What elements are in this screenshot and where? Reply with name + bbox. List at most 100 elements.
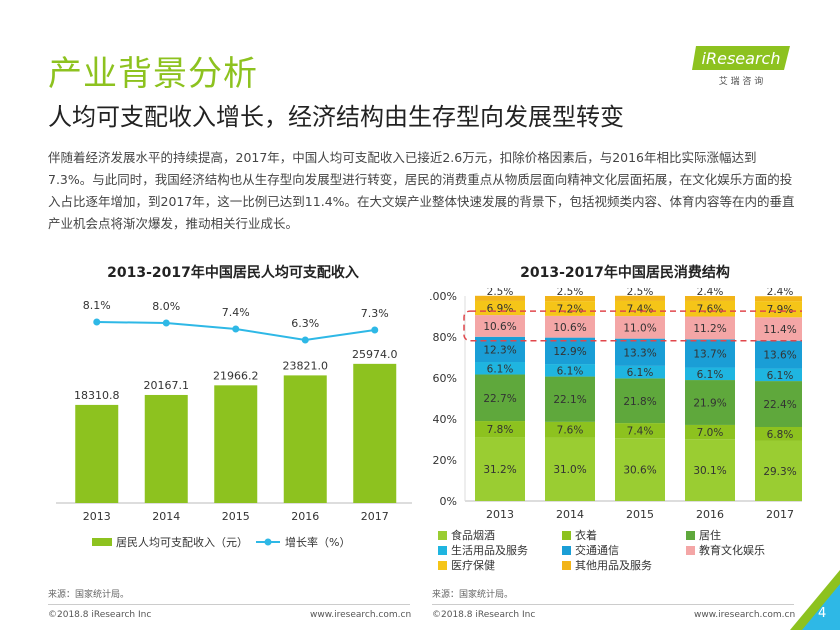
income-bar-label: 25974.0 — [352, 348, 398, 361]
stack-segment-label: 6.9% — [487, 303, 514, 315]
stack-segment-6 — [685, 316, 735, 340]
consumption-chart: 0% 20% 40% 60% 80% 100% 31.2% 7.8% 22.7% 6.1% 12.3… — [430, 288, 802, 521]
stack-segment-4 — [615, 365, 665, 379]
stack-segment-label: 13.3% — [623, 347, 656, 359]
x-tick-label: 2013 — [486, 508, 514, 521]
stack-segment-4 — [685, 367, 735, 381]
stack-segment-1 — [685, 439, 735, 501]
stack-segment-3 — [615, 378, 665, 424]
copyright-right: ©2018.8 iResearch Inc — [432, 610, 536, 620]
x-tick-label: 2017 — [361, 510, 389, 523]
stack-segment-5 — [615, 338, 665, 366]
stack-segment-label: 7.4% — [627, 304, 654, 316]
growth-rate-label: 7.4% — [222, 306, 250, 319]
stack-segment-8 — [685, 296, 735, 301]
stack-segment-7 — [615, 300, 665, 317]
legend-swatch — [562, 530, 571, 540]
stack-segment-4 — [545, 364, 595, 377]
stack-segment-label: 7.0% — [697, 427, 724, 439]
stack-segment-label: 31.2% — [483, 464, 516, 476]
stack-segment-label: 21.8% — [623, 396, 656, 408]
stack-segment-label: 2.5% — [557, 288, 584, 298]
legend-swatch-income — [92, 538, 112, 546]
stack-segment-6 — [615, 316, 665, 339]
legend-item: 衣着 — [562, 527, 597, 543]
footer-divider-right — [432, 604, 794, 605]
income-chart-title: 2013-2017年中国居民人均可支配收入 — [107, 265, 359, 281]
stack-segment-7 — [755, 301, 802, 318]
stack-segment-5 — [755, 340, 802, 369]
stack-segment-7 — [685, 300, 735, 317]
x-tick-label: 2016 — [696, 508, 724, 521]
corner-triangle-blue — [802, 584, 840, 630]
legend-label: 居住 — [699, 529, 721, 542]
y-tick-label: 100% — [430, 290, 457, 303]
stack-segment-3 — [755, 381, 802, 427]
stack-segment-8 — [755, 296, 802, 302]
legend-label-income: 居民人均可支配收入（元） — [116, 535, 248, 549]
legend-label: 生活用品及服务 — [451, 544, 528, 557]
stack-segment-2 — [685, 424, 735, 440]
legend-swatch — [438, 560, 447, 570]
stack-segment-label: 2.5% — [627, 288, 654, 298]
page-title: 产业背景分析 — [48, 54, 258, 94]
legend-swatch — [686, 545, 695, 555]
website-link-right[interactable]: www.iresearch.com.cn — [694, 610, 796, 620]
website-link-left[interactable]: www.iresearch.com.cn — [310, 610, 412, 620]
legend-label: 医疗保健 — [451, 559, 495, 572]
legend-item: 其他用品及服务 — [562, 557, 652, 573]
stack-segment-label: 10.6% — [483, 321, 516, 333]
x-tick-label: 2015 — [626, 508, 654, 521]
x-tick-label: 2014 — [152, 510, 180, 523]
stack-segment-8 — [615, 295, 665, 301]
source-note-right: 来源：国家统计局。 — [432, 590, 514, 600]
logo-subtext: 艾 瑞 咨 询 — [719, 75, 764, 87]
stack-segment-3 — [545, 376, 595, 422]
legend-label: 食品烟酒 — [451, 529, 495, 542]
copyright-left: ©2018.8 iResearch Inc — [48, 610, 152, 620]
legend-swatch — [438, 545, 447, 555]
stack-segment-label: 10.6% — [553, 322, 586, 334]
legend-swatch — [562, 545, 571, 555]
stack-segment-label: 6.1% — [487, 363, 514, 375]
stack-segment-label: 6.1% — [627, 367, 654, 379]
stack-segment-label: 6.1% — [557, 365, 584, 377]
legend-label: 教育文化娱乐 — [699, 544, 765, 557]
legend-swatch — [686, 530, 695, 540]
stack-segment-1 — [475, 437, 525, 501]
stack-segment-8 — [475, 295, 525, 301]
legend-swatch-growth-point — [264, 538, 272, 546]
legend-label: 交通通信 — [575, 544, 619, 557]
iresearch-logo: iResearch 艾 瑞 咨 询 — [692, 46, 792, 90]
stack-segment-6 — [475, 315, 525, 337]
stack-segment-label: 22.4% — [763, 399, 796, 411]
legend-item: 居住 — [686, 527, 721, 543]
stack-segment-2 — [475, 421, 525, 438]
stack-segment-6 — [755, 317, 802, 341]
legend-item: 食品烟酒 — [438, 527, 495, 543]
income-bar-label: 18310.8 — [74, 389, 120, 402]
income-bar-label: 21966.2 — [213, 369, 259, 382]
growth-rate-label: 7.3% — [361, 307, 389, 320]
x-tick-label: 2015 — [222, 510, 250, 523]
stack-segment-label: 7.6% — [557, 425, 584, 437]
stack-segment-label: 7.9% — [767, 304, 794, 316]
stack-segment-5 — [545, 337, 595, 365]
growth-rate-label: 8.0% — [152, 300, 180, 313]
logo-graphic: iResearch 艾 瑞 咨 询 — [692, 46, 790, 87]
legend-item: 医疗保健 — [438, 557, 495, 573]
income-bar — [283, 375, 327, 503]
income-chart: 18310.8 2013 8.1% 20167.1 2014 8.0% 21966.2 201… — [56, 299, 412, 549]
y-tick-label: 20% — [433, 454, 457, 467]
stack-segment-label: 12.3% — [483, 344, 516, 356]
stack-segment-label: 11.4% — [763, 324, 796, 336]
stack-segment-1 — [615, 438, 665, 501]
legend-label-growth: 增长率（%） — [285, 535, 350, 549]
highlight-dashed-box — [463, 310, 802, 342]
stack-segment-label: 2.5% — [487, 288, 514, 298]
stack-segment-label: 11.2% — [693, 323, 726, 335]
stack-segment-8 — [545, 296, 595, 302]
stack-segment-label: 30.6% — [623, 465, 656, 477]
consumption-legend: 食品烟酒 衣着 居住生活用品及服务 交通通信 教育文化娱乐医疗保健 其他用品及服务 — [438, 527, 808, 573]
logo-text: iResearch — [702, 49, 781, 68]
